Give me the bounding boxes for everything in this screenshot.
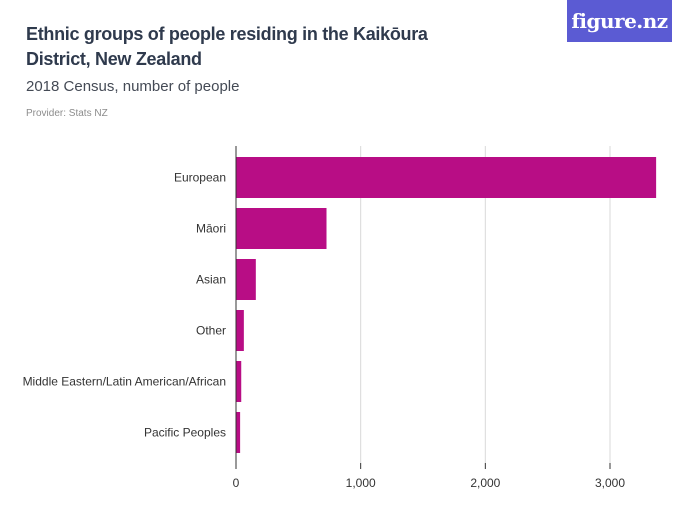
bar: [236, 208, 327, 249]
chart-title: Ethnic groups of people residing in the …: [26, 24, 428, 69]
chart-subtitle: 2018 Census, number of people: [26, 78, 240, 95]
x-tick-label: 1,000: [346, 476, 376, 490]
category-label: Māori: [196, 222, 226, 236]
category-label: Pacific Peoples: [144, 426, 226, 440]
figure-nz-logo[interactable]: figure.nz: [567, 0, 672, 42]
bar: [236, 310, 244, 351]
bar: [236, 361, 242, 402]
bar: [236, 157, 657, 198]
x-tick-label: 2,000: [470, 476, 500, 490]
provider-note: Provider: Stats NZ: [26, 108, 108, 119]
category-label: Asian: [196, 273, 226, 287]
x-tick-label: 0: [233, 476, 240, 490]
bar: [236, 259, 256, 300]
bar: [236, 412, 241, 453]
category-label: European: [174, 171, 226, 185]
x-tick-label: 3,000: [595, 476, 625, 490]
category-label: Other: [196, 324, 226, 338]
category-label: Middle Eastern/Latin American/African: [23, 375, 226, 389]
